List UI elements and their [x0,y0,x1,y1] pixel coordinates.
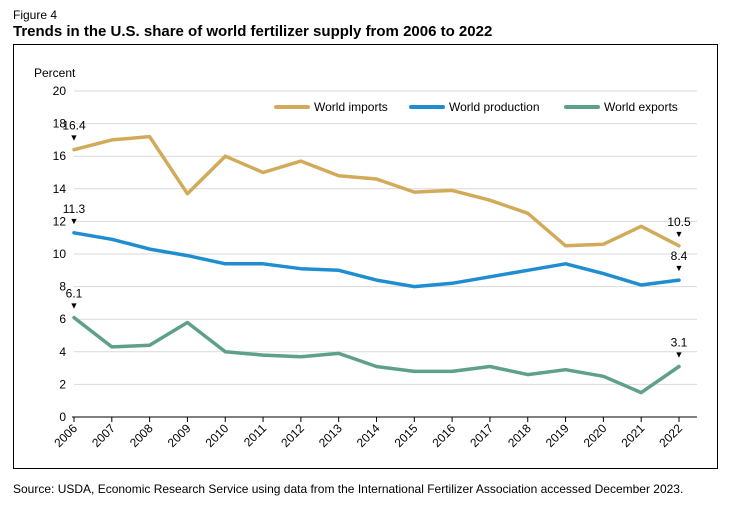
series-line-imports [72,134,681,248]
annotation-marker: ▼ [70,301,79,311]
y-tick-label: 18 [53,117,67,131]
x-tick-label: 2017 [467,421,496,450]
x-tick-label: 2006 [51,421,80,450]
y-tick-label: 14 [53,182,67,196]
y-tick-label: 12 [53,214,67,228]
x-tick-label: 2020 [581,421,610,450]
figure-label: Figure 4 [13,8,58,22]
y-tick-label: 8 [59,280,66,294]
x-tick-label: 2018 [505,421,534,450]
series-line-exports [72,315,681,395]
chart-frame: 0 2 4 6 8 10 12 14 16 18 20 Percent 2006 2007 2008 2009… [13,44,718,469]
legend-label-production: World production [449,100,540,114]
data-labels: ▼16.4▼10.5▼11.3▼8.4▼6.1▼3.1 [62,119,691,360]
x-tick-label: 2011 [241,421,269,449]
y-tick-label: 2 [59,377,66,391]
annotation-marker: ▼ [70,216,79,226]
data-label: 8.4 [671,249,688,263]
y-tick-label: 10 [53,247,67,261]
series-line-production [72,231,681,289]
grid-lines [74,90,697,385]
annotation-marker: ▼ [675,263,684,273]
y-tick-label: 16 [53,149,67,163]
y-tick-label: 6 [59,312,66,326]
series-lines [72,134,681,395]
data-label: 10.5 [667,215,691,229]
x-tick-label: 2007 [89,421,118,450]
x-tick-label: 2008 [127,421,156,450]
x-tick-label: 2012 [278,421,307,450]
y-tick-label: 20 [53,84,67,98]
x-tick-label: 2021 [619,421,648,450]
y-tick-label: 0 [59,410,66,424]
figure-title: Trends in the U.S. share of world fertil… [13,23,493,40]
x-tick-label: 2014 [354,421,383,450]
x-tick-label: 2013 [316,421,345,450]
data-label: 6.1 [66,287,83,301]
legend-label-exports: World exports [604,100,678,114]
data-label: 11.3 [63,202,86,216]
x-tick-label: 2016 [429,421,458,450]
line-chart: 0 2 4 6 8 10 12 14 16 18 20 Percent 2006 2007 2008 2009… [34,66,697,450]
y-axis-title: Percent [34,66,76,80]
source-note: Source: USDA, Economic Research Service … [13,482,684,496]
x-tick-label: 2010 [203,421,232,450]
data-label: 3.1 [671,335,688,349]
annotation-marker: ▼ [70,133,79,143]
legend-label-imports: World imports [314,100,388,114]
x-tick-label: 2019 [543,421,572,450]
annotation-marker: ▼ [675,229,684,239]
data-label: 16.4 [62,119,86,133]
x-tick-label: 2015 [392,421,421,450]
x-tick-label: 2022 [656,421,685,450]
legend: World imports World production World expor… [274,100,678,114]
y-tick-label: 4 [59,345,66,359]
annotation-marker: ▼ [675,349,684,359]
x-tick-label: 2009 [165,421,194,450]
